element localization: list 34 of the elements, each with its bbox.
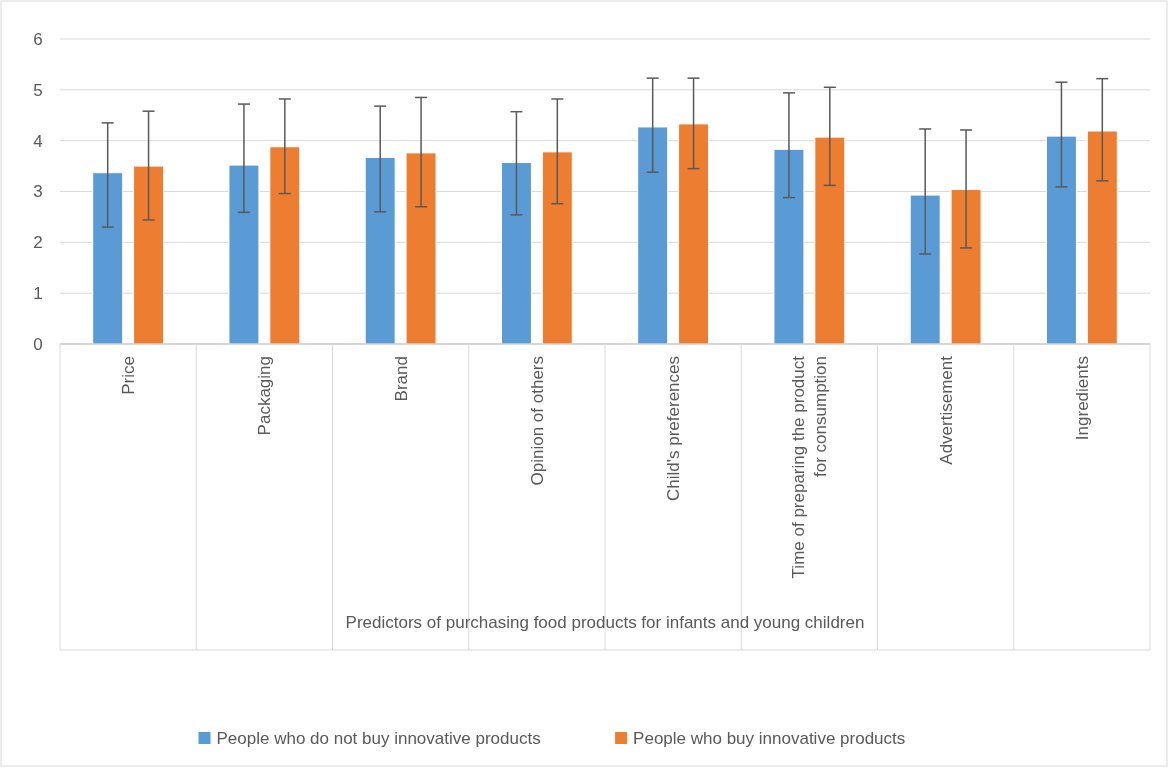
- bar: [1045, 135, 1077, 345]
- x-tick-label: Ingredients: [1072, 356, 1092, 441]
- y-tick-label: 0: [33, 334, 43, 354]
- y-tick-label: 5: [33, 80, 43, 100]
- bar: [1086, 130, 1118, 345]
- x-tick-label: Opinion of others: [527, 356, 547, 486]
- legend-label: People who buy innovative products: [633, 728, 906, 748]
- bar: [364, 156, 396, 345]
- x-tick-label: Price: [119, 356, 139, 395]
- bar: [405, 152, 437, 345]
- x-axis-title: Predictors of purchasing food products for infants and young children: [345, 613, 865, 632]
- y-tick-label: 2: [33, 233, 43, 253]
- y-tick-label: 4: [33, 131, 43, 151]
- x-tick-label: Brand: [391, 356, 411, 402]
- bar: [269, 146, 301, 345]
- y-tick-label: 6: [33, 29, 43, 49]
- legend-label: People who do not buy innovative products: [216, 728, 541, 748]
- x-tick-label: Packaging: [255, 356, 275, 436]
- x-tick-label: Time of preparing the product for consumption: [789, 355, 831, 579]
- bar: [228, 164, 260, 345]
- bar: [500, 162, 532, 345]
- x-tick-label: Advertisement: [936, 355, 956, 465]
- bar: [92, 172, 124, 345]
- y-tick-label: 3: [33, 182, 43, 202]
- bar: [773, 148, 805, 345]
- bar: [950, 188, 982, 345]
- y-tick-label: 1: [33, 284, 43, 304]
- bar: [133, 165, 165, 345]
- bar: [678, 123, 710, 345]
- bar: [637, 126, 669, 345]
- bar: [909, 194, 941, 345]
- bar: [541, 151, 573, 345]
- x-tick-label: Child's preferences: [664, 356, 684, 501]
- bar: [814, 136, 846, 345]
